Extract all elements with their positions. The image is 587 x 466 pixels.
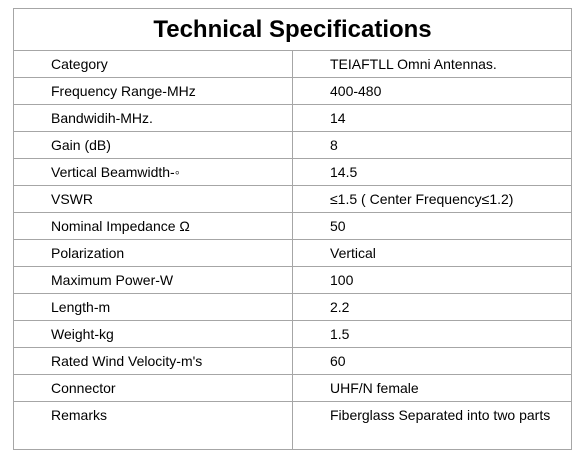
table-row: Gain (dB) 8 <box>13 131 572 159</box>
table-row: Category TEIAFTLL Omni Antennas. <box>13 50 572 78</box>
table-row: Maximum Power-W 100 <box>13 266 572 294</box>
spec-value: 100 <box>292 266 572 294</box>
spec-label: Bandwidih-MHz. <box>13 104 293 132</box>
table-row: VSWR ≤1.5 ( Center Frequency≤1.2) <box>13 185 572 213</box>
spec-label: Nominal Impedance Ω <box>13 212 293 240</box>
spec-value: ≤1.5 ( Center Frequency≤1.2) <box>292 185 572 213</box>
spec-value: UHF/N female <box>292 374 572 402</box>
table-row: Rated Wind Velocity-m's 60 <box>13 347 572 375</box>
table-row: Remarks Fiberglass Separated into two pa… <box>13 401 572 450</box>
spec-value: 14 <box>292 104 572 132</box>
spec-value: Fiberglass Separated into two parts <box>292 401 572 450</box>
specifications-table: Technical Specifications Category TEIAFT… <box>13 8 572 450</box>
spec-value: 50 <box>292 212 572 240</box>
spec-label: Remarks <box>13 401 293 450</box>
spec-label: Rated Wind Velocity-m's <box>13 347 293 375</box>
spec-value: 2.2 <box>292 293 572 321</box>
spec-label: Category <box>13 50 293 78</box>
spec-label: Gain (dB) <box>13 131 293 159</box>
table-row: Length-m 2.2 <box>13 293 572 321</box>
spec-label: Length-m <box>13 293 293 321</box>
table-row: Nominal Impedance Ω 50 <box>13 212 572 240</box>
spec-label: Weight-kg <box>13 320 293 348</box>
table-row: Frequency Range-MHz 400-480 <box>13 77 572 105</box>
spec-value: 14.5 <box>292 158 572 186</box>
spec-label: Polarization <box>13 239 293 267</box>
table-row: Weight-kg 1.5 <box>13 320 572 348</box>
table-row: Connector UHF/N female <box>13 374 572 402</box>
table-row: Polarization Vertical <box>13 239 572 267</box>
spec-value: 60 <box>292 347 572 375</box>
spec-value: 8 <box>292 131 572 159</box>
table-title: Technical Specifications <box>13 8 572 51</box>
title-row: Technical Specifications <box>13 8 572 51</box>
spec-label: Vertical Beamwidth-◦ <box>13 158 293 186</box>
spec-value: TEIAFTLL Omni Antennas. <box>292 50 572 78</box>
spec-label: VSWR <box>13 185 293 213</box>
spec-label: Connector <box>13 374 293 402</box>
table-row: Vertical Beamwidth-◦ 14.5 <box>13 158 572 186</box>
spec-value: 1.5 <box>292 320 572 348</box>
spec-label: Maximum Power-W <box>13 266 293 294</box>
spec-value: Vertical <box>292 239 572 267</box>
spec-label: Frequency Range-MHz <box>13 77 293 105</box>
table-row: Bandwidih-MHz. 14 <box>13 104 572 132</box>
spec-value: 400-480 <box>292 77 572 105</box>
